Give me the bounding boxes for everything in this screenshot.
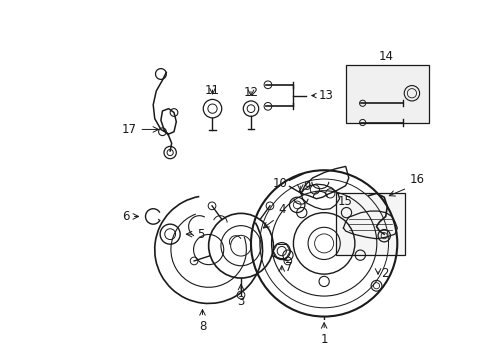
- Text: 15: 15: [337, 195, 352, 208]
- Text: 8: 8: [199, 320, 206, 333]
- Text: 14: 14: [378, 50, 392, 63]
- Text: 6: 6: [122, 210, 129, 223]
- Text: 10: 10: [272, 177, 286, 190]
- Text: 9: 9: [303, 180, 310, 193]
- Text: 11: 11: [204, 84, 220, 97]
- Bar: [335, 193, 404, 255]
- Text: 13: 13: [318, 89, 333, 102]
- Bar: [345, 65, 428, 122]
- Text: 12: 12: [243, 86, 258, 99]
- Text: 2: 2: [380, 267, 388, 280]
- Text: 5: 5: [197, 228, 204, 240]
- Text: 17: 17: [122, 123, 137, 136]
- Text: 7: 7: [285, 261, 292, 274]
- Text: 16: 16: [409, 174, 424, 186]
- Text: 3: 3: [237, 295, 244, 308]
- Text: 1: 1: [320, 333, 327, 346]
- Text: 4: 4: [277, 203, 285, 216]
